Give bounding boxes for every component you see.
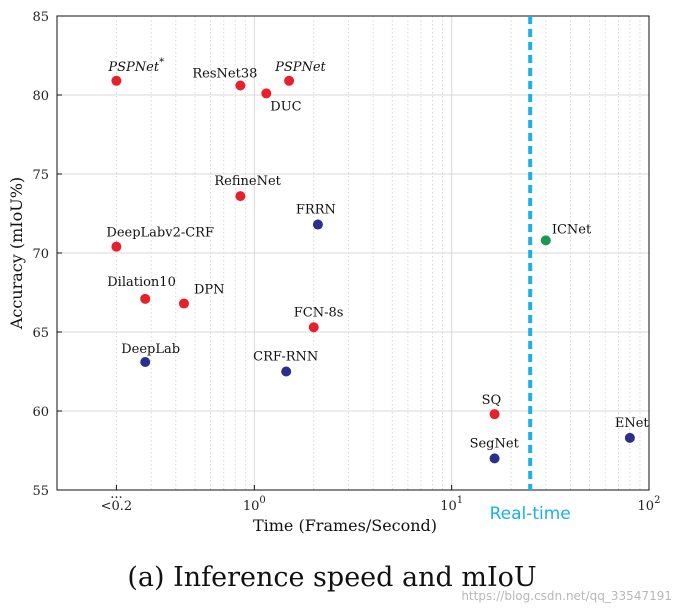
- x-tick-label: 100: [243, 495, 266, 514]
- x-axis-label: Time (Frames/Second): [253, 516, 437, 535]
- y-tick-label: 60: [32, 405, 49, 420]
- point-label: DUC: [270, 99, 301, 114]
- real-time-label: Real-time: [490, 504, 571, 524]
- y-axis-ticks: 55 60 65 70 75 80 85: [32, 10, 62, 499]
- point-label: RefineNet: [214, 174, 281, 189]
- y-tick-label: 85: [32, 10, 49, 25]
- point-label: ENet: [615, 416, 650, 431]
- data-point: [284, 75, 295, 86]
- point-label: SQ: [482, 393, 502, 408]
- x-tick-label: 102: [638, 495, 661, 514]
- data-point: [312, 219, 323, 230]
- data-point: [489, 409, 500, 420]
- point-label: FRRN: [296, 203, 336, 218]
- point-label: CRF-RNN: [253, 350, 318, 365]
- y-tick-label: 70: [32, 247, 49, 262]
- y-tick-label: 75: [32, 168, 49, 183]
- data-point: [489, 453, 500, 464]
- point-label: Dilation10: [107, 275, 176, 290]
- point-label: PSPNet*: [107, 57, 164, 75]
- y-axis-label: Accuracy (mIoU%): [7, 177, 26, 330]
- data-point: [140, 357, 151, 368]
- x-tick-label: <0.2: [101, 499, 133, 514]
- data-point: [281, 366, 292, 377]
- y-tick-label: 55: [32, 484, 49, 499]
- y-tick-label: 80: [32, 89, 49, 104]
- y-tick-label: 65: [32, 326, 49, 341]
- point-label: PSPNet: [274, 60, 326, 75]
- x-axis-ticks: <0.2 100 101 102...: [101, 485, 661, 514]
- point-label: ICNet: [552, 222, 592, 237]
- data-point: [235, 191, 246, 202]
- data-point: [540, 235, 551, 246]
- data-point: [111, 75, 122, 86]
- watermark-text: https://blog.csdn.net/qq_33547191: [461, 589, 672, 603]
- point-label: SegNet: [470, 436, 520, 451]
- data-point: [111, 241, 122, 252]
- data-points: PSPNet* ResNet38 DUC PSPNet RefineNet FRRN Dee…: [106, 57, 649, 464]
- point-label: FCN-8s: [294, 305, 344, 320]
- grid-lines: [57, 16, 649, 490]
- data-point: [235, 80, 246, 91]
- figure-caption: (a) Inference speed and mIoU: [127, 562, 536, 593]
- data-point: [140, 293, 151, 304]
- point-label: DPN: [194, 283, 225, 298]
- data-point: [308, 322, 319, 333]
- data-point: [624, 432, 635, 443]
- data-point: [261, 88, 272, 99]
- data-point: [178, 298, 189, 309]
- point-label: ResNet38: [192, 67, 257, 82]
- x-tick-label: 101: [440, 495, 463, 514]
- x-tick-ellipsis: ...: [110, 487, 122, 502]
- point-label: DeepLabv2-CRF: [106, 226, 214, 241]
- point-label: DeepLab: [121, 342, 180, 357]
